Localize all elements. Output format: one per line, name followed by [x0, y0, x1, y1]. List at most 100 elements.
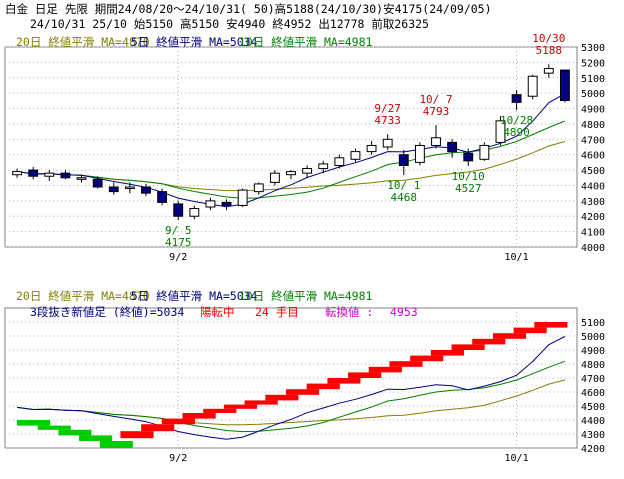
kagi-brick [327, 378, 361, 384]
kagi-brick [120, 431, 154, 439]
candle-body [173, 203, 184, 217]
candle-body [527, 75, 538, 97]
annotation-label: 4793 [423, 105, 450, 118]
candle-body [479, 144, 490, 160]
y-tick-label: 4300 [581, 430, 605, 441]
kagi-brick [348, 372, 382, 378]
annotation-label: 4733 [374, 114, 401, 127]
header-line-1: 白金 日足 先限 期間24/08/20～24/10/31( 50)高5188(2… [5, 2, 492, 16]
y-tick-label: 4800 [581, 120, 605, 131]
annotation-label: 10/ 1 [387, 179, 420, 192]
candle-body [366, 144, 377, 153]
kagi-brick [79, 435, 113, 441]
annotation-label: 5188 [536, 44, 563, 57]
legend-ma10: 10日 終値平滑 MA=4981 [239, 289, 373, 303]
y-tick-label: 4300 [581, 197, 605, 208]
candle-body [44, 172, 55, 177]
annotation-label: 4890 [503, 126, 530, 139]
y-tick-label: 4400 [581, 181, 605, 192]
y-tick-label: 4900 [581, 346, 605, 357]
y-tick-label: 4200 [581, 444, 605, 455]
kagi-brick [203, 408, 237, 413]
y-tick-label: 4200 [581, 212, 605, 223]
kagi-count: 24 手目 [255, 305, 299, 319]
annotation-label: 9/ 5 [165, 224, 192, 237]
kagi-brick [451, 344, 485, 350]
y-tick-label: 4000 [581, 243, 605, 254]
annotation-label: 4175 [165, 236, 192, 249]
kagi-reversal-value: 4953 [390, 305, 418, 319]
legend-ma20: 20日 終値平滑 MA=4870 [16, 35, 150, 49]
y-tick-label: 4700 [581, 135, 605, 146]
annotation-label: 10/28 [500, 114, 533, 127]
candle-body [124, 186, 135, 190]
annotation-label: 10/30 [532, 32, 565, 45]
x-tick-label: 9/2 [169, 252, 187, 263]
candle-body [495, 120, 506, 143]
y-tick-label: 4500 [581, 166, 605, 177]
candle-body [12, 171, 23, 176]
candle-body [511, 94, 522, 103]
y-tick-label: 5000 [581, 89, 605, 100]
candle-body [302, 168, 313, 174]
kagi-brick [286, 389, 320, 395]
kagi-reversal-label: 転換値 : [325, 305, 373, 319]
candle-body [543, 68, 554, 74]
kagi-brick [223, 404, 258, 409]
kagi-brick [472, 338, 506, 345]
kagi-brick [513, 327, 547, 334]
candle-body [237, 189, 248, 206]
annotation-label: 10/10 [452, 170, 485, 183]
kagi-brick [430, 350, 464, 356]
y-tick-label: 4100 [581, 228, 605, 239]
annotation-label: 4468 [391, 191, 418, 204]
x-tick-label: 10/1 [505, 453, 529, 464]
kagi-brick [17, 420, 51, 426]
y-tick-label: 5000 [581, 332, 605, 343]
kagi-state: 陽転中 [200, 305, 235, 319]
candle-body [205, 200, 216, 208]
kagi-brick [99, 441, 133, 448]
y-tick-label: 5100 [581, 318, 605, 329]
candle-body [447, 141, 458, 153]
candle-body [60, 172, 71, 179]
kagi-brick [492, 333, 527, 339]
annotation-label: 4527 [455, 182, 482, 195]
candle-body [318, 163, 329, 170]
y-tick-label: 4900 [581, 105, 605, 116]
y-tick-label: 4800 [581, 360, 605, 371]
y-tick-label: 4500 [581, 402, 605, 413]
kagi-brick [534, 322, 568, 328]
candle-body [286, 171, 296, 176]
kagi-brick [389, 361, 423, 367]
y-tick-label: 4400 [581, 416, 605, 427]
plot-frame [4, 46, 578, 248]
x-tick-label: 10/1 [505, 252, 529, 263]
kagi-brick [141, 424, 175, 432]
candle-body [141, 186, 151, 194]
candle-body [253, 183, 264, 193]
legend-ma20: 20日 終値平滑 MA=4870 [16, 289, 150, 303]
annotation-label: 10/ 7 [419, 93, 452, 106]
kagi-panel: 4200 4300 4400 4500 4600 4700 4800 4900 5000 5100… [4, 289, 605, 464]
candle-body [92, 178, 103, 188]
y-tick-label: 4600 [581, 388, 605, 399]
kagi-brick [244, 400, 278, 405]
kagi-brick [306, 383, 340, 390]
legend-ma10: 10日 終値平滑 MA=4981 [239, 35, 373, 49]
kagi-brick [37, 425, 71, 430]
kagi-brick [410, 355, 444, 362]
candle-body [28, 169, 39, 177]
candle-body [398, 154, 409, 166]
kagi-brick [161, 418, 195, 425]
ma-line-ma5 [17, 93, 566, 208]
kagi-brick [368, 366, 402, 373]
kagi-brick [182, 413, 216, 419]
legend-ma5: 5日 終値平滑 MA=5034 [131, 289, 258, 303]
ma-line-ma5 [17, 336, 566, 440]
candle-body [350, 151, 361, 160]
y-tick-label: 4700 [581, 374, 605, 385]
y-tick-label: 4600 [581, 151, 605, 162]
